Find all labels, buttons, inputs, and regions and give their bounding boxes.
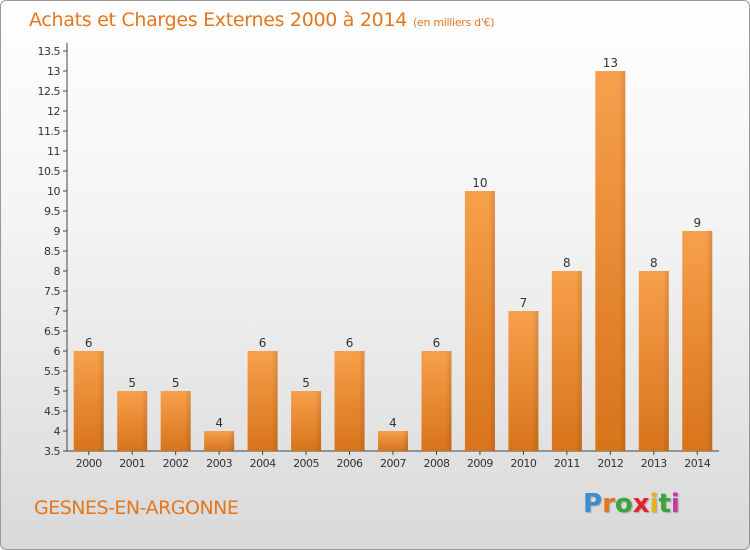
logo-letter: t [658, 489, 671, 519]
data-label: 5 [128, 376, 136, 390]
data-label: 5 [302, 376, 310, 390]
x-tick-label: 2013 [641, 457, 667, 470]
data-label: 10 [472, 176, 487, 190]
chart-title: Achats et Charges Externes 2000 à 2014 (e… [29, 9, 495, 31]
logo-letter: o [614, 489, 633, 519]
y-tick-label: 13.5 [38, 45, 61, 58]
x-tick-label: 2011 [554, 457, 580, 470]
bar [204, 431, 235, 451]
bar-shade [488, 191, 495, 451]
x-tick-label: 2003 [206, 457, 232, 470]
logo-letter: i [649, 489, 659, 519]
bar-shade [402, 431, 408, 451]
data-label: 13 [603, 56, 618, 70]
y-tick-label: 8.5 [44, 245, 60, 258]
bars [73, 71, 713, 451]
y-tick-label: 13 [47, 65, 60, 78]
bar-shade [271, 351, 278, 451]
data-label: 5 [172, 376, 180, 390]
y-tick-label: 9.5 [44, 205, 60, 218]
data-label: 7 [520, 296, 528, 310]
logo-letter: P [583, 489, 603, 519]
y-tick-label: 10 [47, 185, 60, 198]
y-tick-label: 4 [54, 425, 61, 438]
y-tick-label: 3.5 [44, 445, 60, 458]
data-label: 9 [693, 216, 701, 230]
y-tick-label: 7 [54, 305, 61, 318]
data-label: 6 [259, 336, 267, 350]
data-label: 4 [389, 416, 397, 430]
data-label: 6 [346, 336, 354, 350]
bar-shade [706, 231, 713, 451]
y-tick-label: 11 [47, 145, 60, 158]
x-tick-label: 2010 [510, 457, 536, 470]
x-tick-label: 2000 [76, 457, 102, 470]
logo-letter: x [632, 489, 650, 519]
y-tick-label: 4.5 [44, 405, 60, 418]
bar-shade [97, 351, 104, 451]
bar-shade [184, 391, 191, 451]
logo-letter: i [670, 489, 680, 519]
y-tick-label: 6.5 [44, 325, 60, 338]
title-text: Achats et Charges Externes 2000 à 2014 [29, 9, 408, 31]
data-label: 8 [650, 256, 658, 270]
bar-shade [315, 391, 322, 451]
x-tick-label: 2007 [380, 457, 406, 470]
bar-shade [358, 351, 365, 451]
x-tick-label: 2009 [467, 457, 493, 470]
y-tick-label: 6 [54, 345, 61, 358]
y-tick-label: 5 [54, 385, 61, 398]
y-tick-label: 12.5 [38, 85, 61, 98]
x-tick-label: 2014 [684, 457, 710, 470]
bar-shade [575, 271, 582, 451]
y-tick-label: 7.5 [44, 285, 60, 298]
y-tick-label: 10.5 [38, 165, 61, 178]
unit-note: (en milliers d'€) [413, 16, 495, 29]
y-tick-label: 5.5 [44, 365, 60, 378]
bar [378, 431, 408, 451]
bar-shade [445, 351, 452, 451]
data-labels: 6 5 5 4 6 5 6 4 6 10 7 8 13 8 9 [85, 56, 701, 430]
bar-shade [619, 71, 626, 451]
y-tick-label: 12 [47, 105, 60, 118]
commune-name: GESNES-EN-ARGONNE [34, 497, 239, 519]
data-label: 6 [433, 336, 441, 350]
bar-shade [662, 271, 669, 451]
x-tick-label: 2001 [119, 457, 145, 470]
bar-shade [228, 431, 235, 451]
data-label: 4 [215, 416, 223, 430]
x-tick-label: 2002 [163, 457, 189, 470]
bar-shade [141, 391, 148, 451]
bar-shade [532, 311, 539, 451]
x-tick-label: 2004 [250, 457, 276, 470]
y-tick-label: 11.5 [38, 125, 61, 138]
proxiti-logo: Proxiti [583, 489, 680, 519]
x-tick-label: 2005 [293, 457, 319, 470]
x-tick-label: 2008 [423, 457, 449, 470]
x-tick-label: 2012 [597, 457, 623, 470]
x-tick-label: 2006 [337, 457, 363, 470]
logo-letter: r [602, 489, 615, 519]
data-label: 6 [85, 336, 93, 350]
y-tick-label: 8 [54, 265, 61, 278]
data-label: 8 [563, 256, 571, 270]
y-tick-label: 9 [54, 225, 61, 238]
